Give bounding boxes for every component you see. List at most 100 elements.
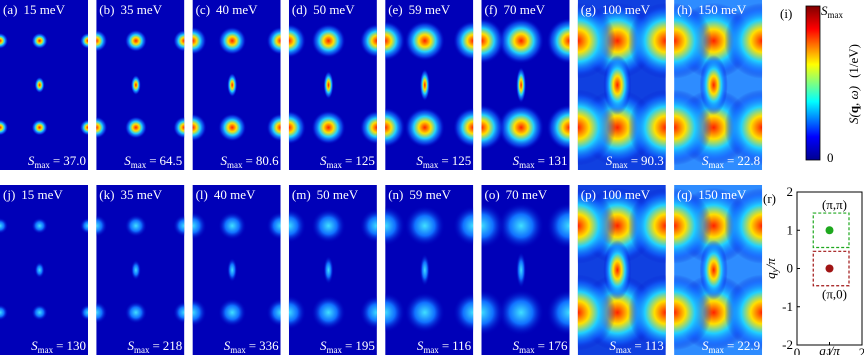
- heatmap-spot: [404, 107, 445, 148]
- smax-symbol: S: [417, 338, 424, 353]
- heatmap-spot: [577, 89, 616, 166]
- panel-energy: 40 meV: [216, 2, 258, 17]
- heatmap-spot: [80, 32, 88, 49]
- heatmap-spot: [699, 55, 728, 115]
- heatmap-panel: [0, 185, 88, 355]
- colorbar-max: Smax: [821, 3, 843, 20]
- heatmap-spot: [0, 119, 8, 136]
- smax-value: 125: [452, 153, 472, 168]
- heatmap-spot: [218, 298, 247, 327]
- panel-smax: Smax = 80.6: [221, 153, 280, 170]
- heatmap-spot: [674, 187, 713, 264]
- heatmap-spot: [173, 116, 185, 139]
- heatmap-spot: [481, 104, 505, 151]
- heatmap-spot: [0, 217, 8, 234]
- smax-symbol: S: [320, 338, 327, 353]
- heatmap-spot: [96, 116, 108, 139]
- panel-energy: 50 meV: [317, 187, 359, 202]
- smax-symbol: S: [609, 338, 616, 353]
- smax-equals: =: [345, 153, 352, 168]
- panel-energy: 35 meV: [120, 2, 162, 17]
- heatmap-spot: [96, 29, 108, 52]
- x-tick-label: 0: [794, 345, 801, 355]
- heatmap-spot: [192, 113, 207, 142]
- colorbar-panel-label: (i): [780, 6, 792, 21]
- heatmap-spot: [173, 214, 185, 237]
- panel-smax: Smax = 113: [609, 338, 663, 355]
- heatmap-spot: [34, 77, 45, 93]
- panel-smax: Smax = 125: [320, 153, 375, 170]
- panel-label: (m) 50 meV: [292, 187, 359, 202]
- heatmap-spot: [31, 119, 48, 136]
- smax-equals: =: [727, 153, 734, 168]
- panel-energy: 100 meV: [602, 187, 651, 202]
- heatmap-spot: [359, 23, 377, 58]
- panel-label: (f) 70 meV: [485, 2, 546, 17]
- y-tick-label: -1: [782, 299, 793, 314]
- heatmap-spot: [546, 17, 570, 64]
- heatmap-spot: [546, 104, 570, 151]
- heatmap-spot: [498, 202, 545, 249]
- smax-value: 195: [355, 338, 375, 353]
- heatmap-spot: [31, 32, 48, 49]
- heatmap-spot: [266, 26, 281, 55]
- smax-symbol: S: [702, 153, 709, 168]
- heatmap-panel: [288, 185, 377, 355]
- heatmap-spot: [577, 187, 616, 264]
- heatmap-spot: [674, 2, 713, 79]
- x-axis-label: qx/π: [819, 343, 840, 355]
- panel-energy: 100 meV: [602, 2, 651, 17]
- heatmap-panel: [577, 0, 666, 170]
- smax-value: 130: [67, 338, 87, 353]
- colorbar: [805, 5, 821, 161]
- smax-sub: max: [131, 160, 147, 170]
- smax-value: 80.6: [256, 153, 279, 168]
- heatmap-spot: [498, 289, 545, 336]
- smax-sub: max: [327, 160, 343, 170]
- heatmap-spot: [124, 214, 147, 237]
- smax-symbol: S: [416, 153, 423, 168]
- panel-smax: Smax = 22.9: [702, 338, 760, 355]
- panel-energy: 70 meV: [506, 187, 548, 202]
- heatmap-spot: [311, 208, 346, 243]
- smax-symbol: S: [127, 338, 134, 353]
- panel-letter: (g): [581, 2, 596, 17]
- colorbar-title-bold: q: [846, 105, 861, 113]
- heatmap-spot: [288, 110, 306, 145]
- panel-smax: Smax = 336: [224, 338, 279, 355]
- smax-equals: =: [246, 153, 253, 168]
- heatmap-spot: [577, 2, 616, 79]
- panel-smax: Smax = 90.3: [606, 153, 664, 170]
- heatmap-spot: [359, 295, 377, 330]
- colorbar-title: S(q, ω) (1/eV): [846, 44, 861, 124]
- heatmap-spot: [311, 110, 346, 145]
- y-label-rest: /π: [763, 258, 778, 270]
- panel-letter: (l): [196, 187, 208, 202]
- heatmap-spot: [80, 217, 88, 234]
- y-tick-label: 2: [787, 184, 794, 199]
- smax-sub: max: [423, 160, 439, 170]
- panel-letter: (a): [3, 2, 17, 17]
- smax-value: 90.3: [641, 153, 664, 168]
- smax-equals: =: [727, 338, 734, 353]
- heatmap-spot: [80, 119, 88, 136]
- panel-energy: 50 meV: [313, 2, 355, 17]
- heatmap-spot: [323, 256, 334, 284]
- heatmap-panel: [385, 185, 474, 355]
- heatmap-panel: [481, 0, 570, 170]
- heatmap-spot: [453, 20, 474, 61]
- y-label-base: q: [763, 272, 778, 279]
- heatmap-spot: [124, 116, 147, 139]
- smax-sub: max: [519, 160, 535, 170]
- colorbar-max-symbol: S: [821, 3, 828, 18]
- region-box: [812, 212, 850, 249]
- smax-equals: =: [442, 338, 449, 353]
- heatmap-spot: [288, 295, 306, 330]
- heatmap-spot: [218, 26, 247, 55]
- smax-sub: max: [612, 160, 628, 170]
- smax-symbol: S: [28, 153, 35, 168]
- panel-label: (n) 59 meV: [388, 187, 451, 202]
- smax-equals: =: [249, 338, 256, 353]
- heatmap-spot: [266, 113, 281, 142]
